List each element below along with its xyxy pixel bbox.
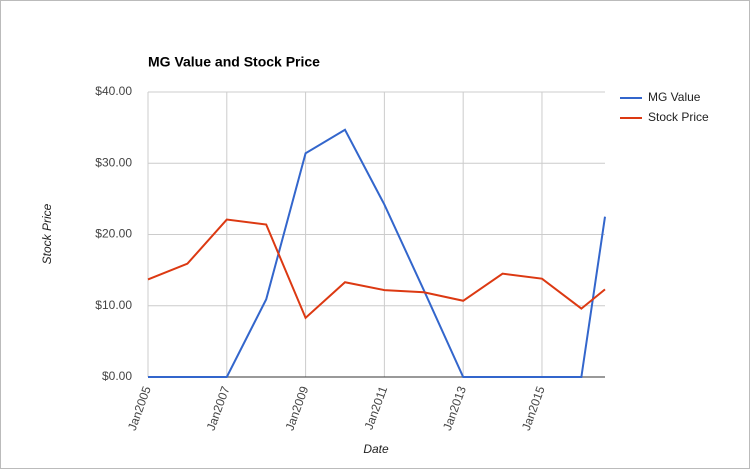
y-tick-label: $20.00 (95, 227, 132, 241)
y-tick-label: $0.00 (102, 369, 132, 383)
legend-label: MG Value (648, 90, 701, 104)
y-axis-title: Stock Price (40, 203, 54, 264)
x-axis-title: Date (363, 442, 389, 456)
y-tick-label: $10.00 (95, 298, 132, 312)
legend-label: Stock Price (648, 110, 709, 124)
series-line (148, 128, 606, 378)
chart-title: MG Value and Stock Price (148, 54, 320, 70)
series-line (147, 218, 606, 320)
y-tick-label: $40.00 (95, 84, 132, 98)
y-tick-label: $30.00 (95, 155, 132, 169)
